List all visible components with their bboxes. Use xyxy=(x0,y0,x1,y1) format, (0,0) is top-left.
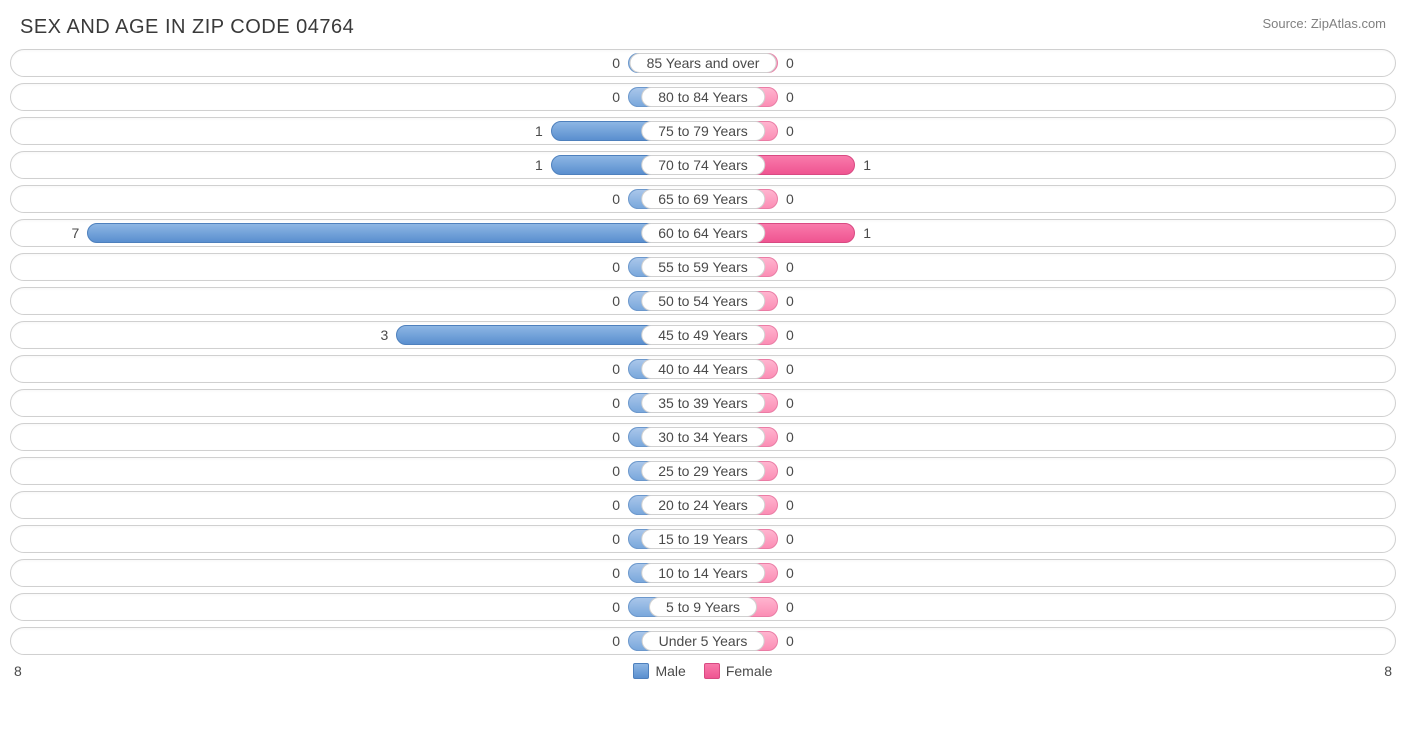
age-category-label: 70 to 74 Years xyxy=(641,155,765,175)
male-value: 0 xyxy=(586,288,626,314)
age-category-label: 50 to 54 Years xyxy=(641,291,765,311)
female-value: 0 xyxy=(780,118,820,144)
pyramid-row: 0 0 55 to 59 Years xyxy=(10,253,1396,281)
male-value: 0 xyxy=(586,186,626,212)
age-category-label: 20 to 24 Years xyxy=(641,495,765,515)
age-category-label: Under 5 Years xyxy=(642,631,765,651)
female-swatch-icon xyxy=(704,663,720,679)
pyramid-row: 0 0 25 to 29 Years xyxy=(10,457,1396,485)
female-value: 0 xyxy=(780,424,820,450)
male-value: 0 xyxy=(586,526,626,552)
pyramid-chart: 0085 Years and over0080 to 84 Years1075 … xyxy=(0,49,1406,655)
pyramid-row: 0 0 Under 5 Years xyxy=(10,627,1396,655)
male-value: 3 xyxy=(354,322,394,348)
male-value: 0 xyxy=(586,84,626,110)
header: SEX AND AGE IN ZIP CODE 04764 Source: Zi… xyxy=(0,0,1406,49)
male-value: 0 xyxy=(586,492,626,518)
female-value: 0 xyxy=(780,492,820,518)
pyramid-row: 0 0 50 to 54 Years xyxy=(10,287,1396,315)
female-value: 1 xyxy=(857,220,897,246)
legend-female-label: Female xyxy=(726,663,773,679)
female-value: 0 xyxy=(780,560,820,586)
male-value: 7 xyxy=(45,220,85,246)
axis-max-right: 8 xyxy=(1384,663,1392,679)
female-value: 0 xyxy=(780,628,820,654)
female-value: 0 xyxy=(780,84,820,110)
age-category-label: 35 to 39 Years xyxy=(641,393,765,413)
female-value: 0 xyxy=(780,288,820,314)
male-value: 0 xyxy=(586,560,626,586)
pyramid-row: 0 0 30 to 34 Years xyxy=(10,423,1396,451)
male-value: 0 xyxy=(586,594,626,620)
female-value: 0 xyxy=(780,594,820,620)
chart-title: SEX AND AGE IN ZIP CODE 04764 xyxy=(20,16,354,39)
male-value: 0 xyxy=(586,458,626,484)
female-value: 0 xyxy=(780,322,820,348)
pyramid-row: 1 0 75 to 79 Years xyxy=(10,117,1396,145)
male-value: 1 xyxy=(509,152,549,178)
pyramid-row: 0 0 15 to 19 Years xyxy=(10,525,1396,553)
chart-container: SEX AND AGE IN ZIP CODE 04764 Source: Zi… xyxy=(0,0,1406,687)
age-category-label: 45 to 49 Years xyxy=(641,325,765,345)
pyramid-row: 0 0 35 to 39 Years xyxy=(10,389,1396,417)
male-value: 1 xyxy=(509,118,549,144)
female-value: 0 xyxy=(780,254,820,280)
pyramid-row: 0 0 40 to 44 Years xyxy=(10,355,1396,383)
female-value: 0 xyxy=(780,458,820,484)
age-category-label: 85 Years and over xyxy=(630,53,777,73)
female-value: 1 xyxy=(857,152,897,178)
female-value: 0 xyxy=(780,390,820,416)
male-value: 0 xyxy=(586,628,626,654)
axis-max-left: 8 xyxy=(14,663,22,679)
pyramid-row: 0 0 65 to 69 Years xyxy=(10,185,1396,213)
source-label: Source: ZipAtlas.com xyxy=(1262,16,1386,31)
legend-male-label: Male xyxy=(655,663,685,679)
age-category-label: 65 to 69 Years xyxy=(641,189,765,209)
age-category-label: 55 to 59 Years xyxy=(641,257,765,277)
female-value: 0 xyxy=(780,526,820,552)
age-category-label: 10 to 14 Years xyxy=(641,563,765,583)
pyramid-row: 0 0 5 to 9 Years xyxy=(10,593,1396,621)
pyramid-row: 0 0 10 to 14 Years xyxy=(10,559,1396,587)
age-category-label: 40 to 44 Years xyxy=(641,359,765,379)
pyramid-row: 1 1 70 to 74 Years xyxy=(10,151,1396,179)
male-bar xyxy=(87,223,703,243)
female-value: 0 xyxy=(780,356,820,382)
male-value: 0 xyxy=(586,424,626,450)
male-swatch-icon xyxy=(633,663,649,679)
male-value: 0 xyxy=(586,50,626,76)
male-value: 0 xyxy=(586,356,626,382)
chart-footer: 8 Male Female 8 xyxy=(0,661,1406,687)
age-category-label: 5 to 9 Years xyxy=(649,597,757,617)
age-category-label: 80 to 84 Years xyxy=(641,87,765,107)
age-category-label: 25 to 29 Years xyxy=(641,461,765,481)
pyramid-row: 0 0 20 to 24 Years xyxy=(10,491,1396,519)
age-category-label: 75 to 79 Years xyxy=(641,121,765,141)
female-value: 0 xyxy=(780,50,820,76)
male-value: 0 xyxy=(586,254,626,280)
age-category-label: 15 to 19 Years xyxy=(641,529,765,549)
age-category-label: 30 to 34 Years xyxy=(641,427,765,447)
legend: Male Female xyxy=(633,663,772,679)
pyramid-row: 3 0 45 to 49 Years xyxy=(10,321,1396,349)
legend-item-female: Female xyxy=(704,663,773,679)
female-value: 0 xyxy=(780,186,820,212)
pyramid-row: 0 0 80 to 84 Years xyxy=(10,83,1396,111)
male-value: 0 xyxy=(586,390,626,416)
legend-item-male: Male xyxy=(633,663,685,679)
pyramid-row: 0 085 Years and over xyxy=(10,49,1396,77)
pyramid-row: 7 1 60 to 64 Years xyxy=(10,219,1396,247)
age-category-label: 60 to 64 Years xyxy=(641,223,765,243)
